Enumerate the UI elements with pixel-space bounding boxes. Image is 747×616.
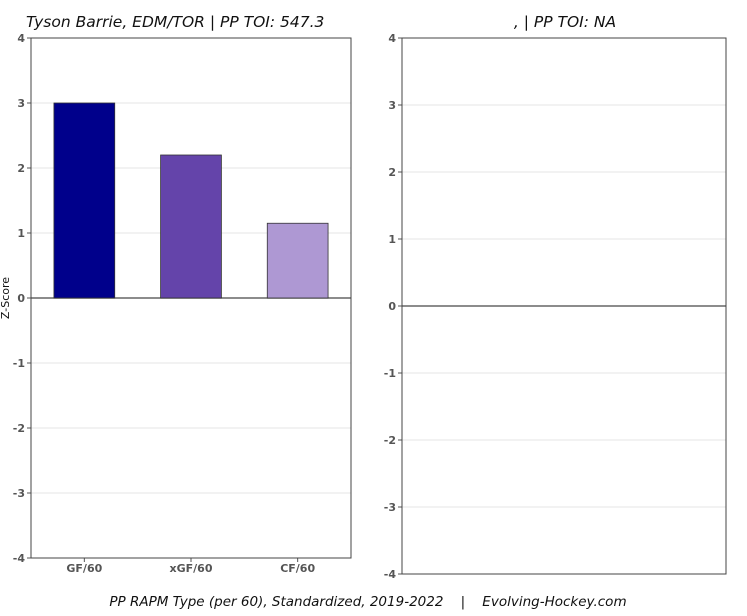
plot-frame-left — [30, 37, 352, 559]
chart-footer: PP RAPM Type (per 60), Standardized, 201… — [109, 594, 626, 610]
y-tick-label: -1 — [384, 367, 396, 380]
chart-panel-right: , | PP TOI: NA 4 3 2 1 0 -1 -2 -3 -4 — [384, 13, 727, 581]
x-tick-label: CF/60 — [280, 562, 315, 575]
y-tick-label: 3 — [17, 97, 25, 110]
bar-cf-60 — [266, 222, 329, 299]
plot-frame-right — [401, 37, 727, 575]
y-tick-label: 0 — [388, 300, 396, 313]
y-tick-label: -2 — [13, 422, 25, 435]
bars-left — [53, 102, 329, 299]
x-tick-label: xGF/60 — [170, 562, 213, 575]
y-tick-label: -1 — [13, 357, 25, 370]
y-tick-label: 2 — [388, 166, 396, 179]
x-tick-label: GF/60 — [66, 562, 102, 575]
y-tick-label: 3 — [388, 99, 396, 112]
gridlines-right — [402, 104, 726, 508]
chart-title-left: Tyson Barrie, EDM/TOR | PP TOI: 547.3 — [26, 13, 324, 31]
y-tick-label: 4 — [17, 32, 25, 45]
bar-xgf-60 — [160, 154, 222, 299]
chart-panel-left: Tyson Barrie, EDM/TOR | PP TOI: 547.3 Z-… — [0, 13, 352, 575]
y-tick-label: 2 — [17, 162, 25, 175]
y-tick-label: -2 — [384, 434, 396, 447]
chart-title-right: , | PP TOI: NA — [514, 13, 616, 31]
y-tick-label: 4 — [388, 32, 396, 45]
y-ticks-left: 4 3 2 1 0 -1 -2 -3 -4 — [13, 32, 31, 565]
y-tick-label: 1 — [17, 227, 25, 240]
y-tick-label: -3 — [13, 487, 25, 500]
bar-gf-60 — [53, 102, 116, 299]
y-ticks-right: 4 3 2 1 0 -1 -2 -3 -4 — [384, 32, 402, 581]
y-axis-label: Z-Score — [0, 277, 12, 319]
y-tick-label: 1 — [388, 233, 396, 246]
x-ticks-left: GF/60 xGF/60 CF/60 — [66, 558, 315, 575]
y-tick-label: -3 — [384, 501, 396, 514]
y-tick-label: -4 — [13, 552, 26, 565]
y-tick-label: 0 — [17, 292, 25, 305]
y-tick-label: -4 — [384, 568, 397, 581]
